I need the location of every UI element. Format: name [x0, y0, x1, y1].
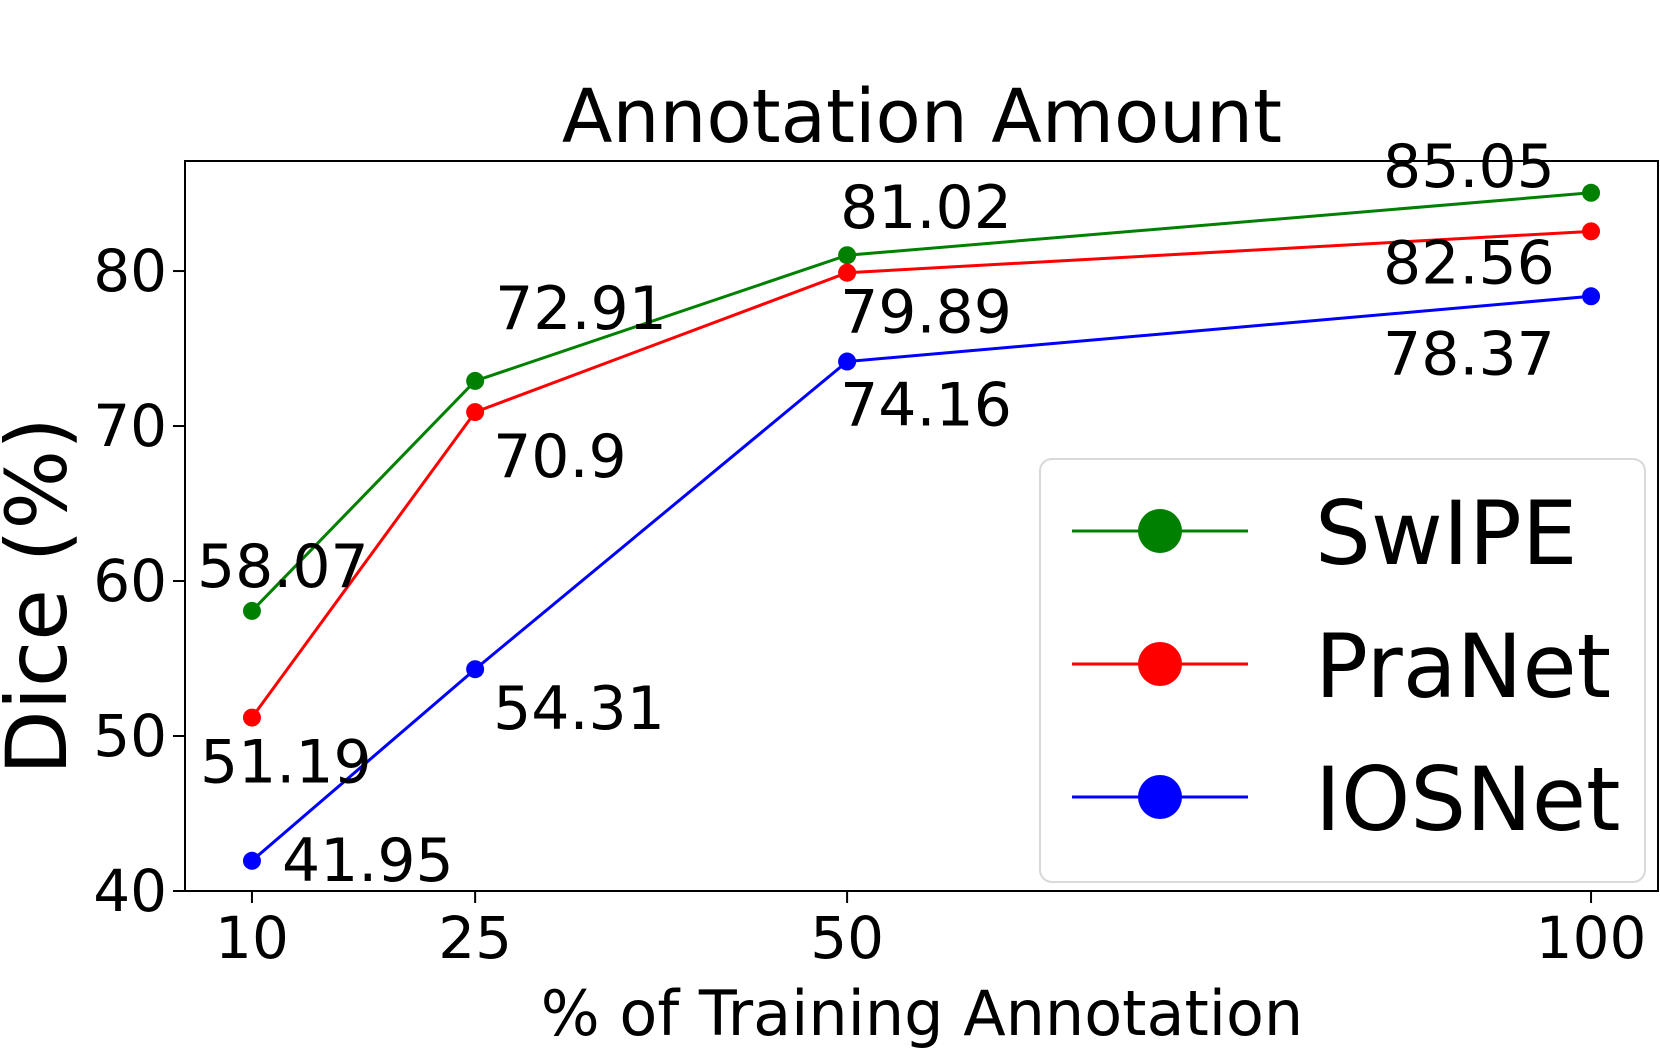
series-line	[250, 191, 1592, 612]
x-tick-label: 25	[438, 904, 512, 972]
data-label: 82.56	[1383, 228, 1555, 298]
y-tick-label: 40	[93, 857, 167, 925]
data-point	[242, 851, 261, 870]
data-label: 54.31	[493, 674, 665, 744]
data-point	[1582, 287, 1601, 306]
legend-marker	[1138, 509, 1182, 553]
legend-label: PraNet	[1315, 615, 1611, 718]
data-labels: 58.07 72.91 81.02 85.05 51.19 70.9 79.89 82.56 4…	[197, 132, 1555, 896]
x-tick-label: 10	[215, 904, 289, 972]
x-axis-label: % of Training Annotation	[541, 977, 1303, 1049]
data-label: 41.95	[282, 826, 454, 896]
data-point	[838, 246, 857, 265]
chart-title: Annotation Amount	[562, 74, 1282, 160]
legend-label: SwIPE	[1315, 482, 1577, 585]
legend-marker	[1138, 775, 1182, 819]
data-point	[242, 601, 261, 620]
data-point	[466, 660, 485, 679]
y-tick-label: 50	[93, 702, 167, 770]
y-axis-label: Dice (%)	[0, 417, 86, 775]
x-axis-ticks: 10 25 50 100	[215, 891, 1646, 972]
data-point	[1582, 183, 1601, 202]
data-point	[242, 708, 261, 727]
data-label: 51.19	[200, 728, 372, 798]
legend-box	[1039, 458, 1646, 883]
data-label: 58.07	[197, 532, 369, 602]
series-line	[250, 294, 1592, 862]
y-axis-ticks: 40 50 60 70 80	[93, 237, 185, 925]
data-label: 78.37	[1383, 319, 1555, 389]
data-point	[838, 352, 857, 371]
data-point	[466, 403, 485, 422]
legend-marker	[1138, 642, 1182, 686]
data-label: 79.89	[840, 278, 1012, 348]
data-label: 74.16	[840, 371, 1012, 441]
y-tick-label: 70	[93, 392, 167, 460]
data-label: 70.9	[493, 422, 627, 492]
x-tick-label: 100	[1536, 904, 1647, 972]
data-point	[838, 263, 857, 282]
data-point	[466, 371, 485, 390]
series-layer	[242, 183, 1601, 870]
plot-frame	[184, 160, 1659, 892]
data-label: 85.05	[1383, 132, 1555, 202]
x-tick-label: 50	[810, 904, 884, 972]
data-point	[1582, 222, 1601, 241]
data-label: 81.02	[840, 173, 1012, 243]
series-line	[250, 229, 1592, 719]
legend: SwIPE PraNet IOSNet	[1039, 458, 1646, 883]
data-label: 72.91	[495, 274, 667, 344]
legend-label: IOSNet	[1315, 748, 1621, 851]
y-tick-label: 60	[93, 547, 167, 615]
y-tick-label: 80	[93, 237, 167, 305]
